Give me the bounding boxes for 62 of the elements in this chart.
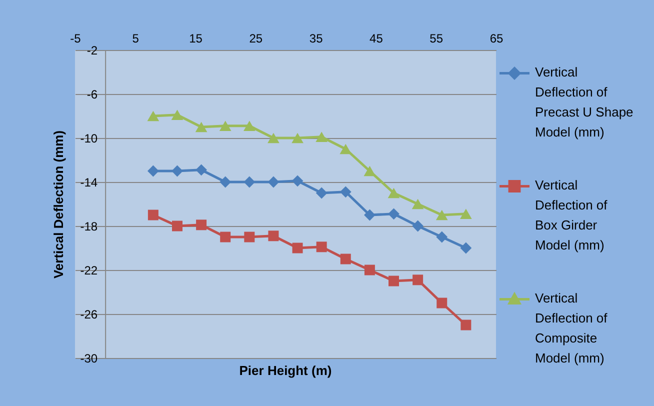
point [147,110,160,122]
point [316,242,327,252]
point [171,110,184,120]
x-tick-label: 15 [189,32,203,46]
point [292,132,304,144]
point [196,220,207,230]
point [436,298,448,308]
x-tick-label: 5 [132,32,140,46]
point [460,208,472,220]
y-tick-label: -30 [80,352,98,366]
point [172,220,182,232]
point [195,122,208,132]
y-tick-label: -2 [86,44,98,58]
point [412,274,424,286]
point [460,242,472,254]
point [148,210,158,220]
point [340,186,352,198]
point [147,165,159,177]
y-axis-title: Vertical Deflection (mm) [51,130,66,279]
point [244,176,256,188]
point [388,276,399,286]
point [196,164,207,176]
x-tick-label: 65 [490,32,504,46]
y-tick-label: -10 [80,132,98,146]
point [388,188,400,198]
x-tick-label: 55 [430,32,444,46]
point [244,120,256,132]
x-tick-label: 25 [249,32,263,46]
point [364,264,375,276]
point [268,176,280,188]
legend-label: Vertical Deflection of Composite Model (mm) [535,290,608,366]
point [460,320,472,330]
x-tick-label: 45 [370,32,384,46]
point [220,232,231,242]
y-tick-label: -14 [80,176,98,190]
point [292,175,304,187]
y-tick-label: -26 [80,308,98,322]
x-tick-label: -5 [70,32,82,46]
point [412,198,424,210]
point [316,187,328,199]
point [436,231,448,243]
point [436,210,448,220]
point [316,132,328,142]
y-tick-label: -18 [80,220,98,234]
legend-label: Vertical Deflection of Box Girder Model (mm) [535,178,608,252]
point [292,242,303,254]
x-tick-label: 35 [309,32,324,46]
point [220,176,232,188]
point [364,209,376,221]
point [268,230,279,242]
point [219,120,232,132]
x-axis-title: Pier Height (m) [239,363,332,378]
point [388,208,400,220]
point [412,220,424,232]
point [340,144,352,154]
y-tick-label: -6 [86,88,98,102]
legend-label: Vertical Deflection of Precast U Shape Model (mm) [535,64,634,140]
point [172,165,183,177]
point [340,254,351,264]
y-tick-label: -22 [80,264,98,278]
point [268,132,280,144]
point [244,232,255,242]
